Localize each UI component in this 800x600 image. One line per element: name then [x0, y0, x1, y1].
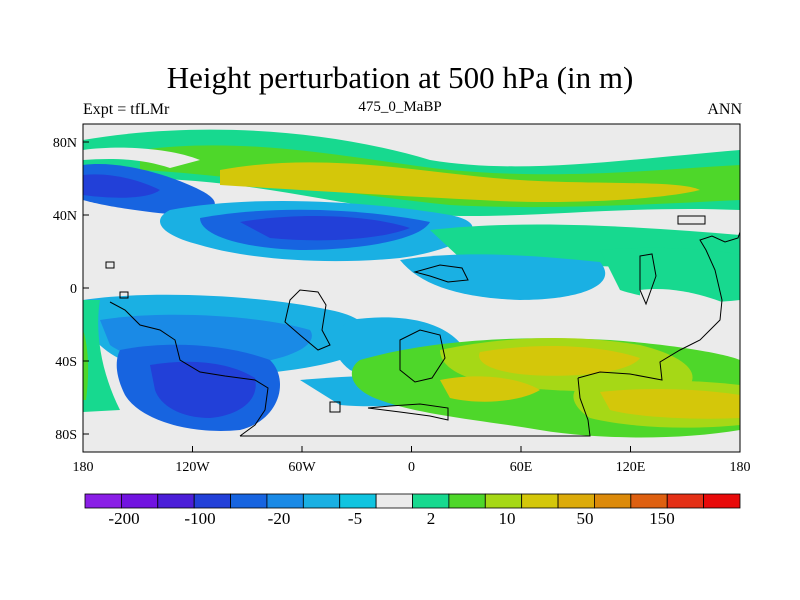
colorbar-label: 10: [499, 509, 516, 528]
colorbar-swatch: [448, 493, 486, 509]
colorbar-swatch: [375, 493, 413, 509]
colorbar-label: -100: [184, 509, 215, 528]
colorbar-swatch: [157, 493, 195, 509]
colorbar-label: -200: [108, 509, 139, 528]
colorbar-swatch: [302, 493, 341, 509]
y-tick-label: 40S: [55, 355, 77, 370]
period-label: 475_0_MaBP: [358, 99, 442, 115]
colorbar-swatch: [120, 493, 159, 509]
colorbar-swatch: [521, 493, 559, 509]
tick-marks: [82, 141, 741, 452]
colorbar-swatch: [193, 493, 231, 509]
colorbar-swatch: [484, 493, 523, 509]
colorbar-label: -20: [268, 509, 291, 528]
colorbar-swatch: [594, 493, 632, 509]
y-tick-label: 80S: [55, 428, 77, 443]
coastlines: [105, 215, 740, 437]
x-tick-label: 60E: [510, 460, 533, 475]
colorbar-swatch: [84, 493, 122, 509]
colorbar-swatch: [557, 493, 595, 509]
colorbar-swatch: [339, 493, 377, 509]
x-tick-label: 120W: [175, 460, 210, 475]
x-tick-label: 120E: [616, 460, 646, 475]
colorbar-label: -5: [348, 509, 362, 528]
colorbar-label: 150: [649, 509, 675, 528]
colorbar-swatch: [230, 493, 268, 509]
y-tick-label: 0: [70, 282, 77, 297]
y-tick-label: 80N: [53, 136, 77, 151]
experiment-label: Expt = tfLMr: [83, 101, 170, 118]
colorbar-swatch: [703, 493, 741, 509]
x-tick-label: 0: [408, 460, 415, 475]
colorbar-swatch: [412, 493, 450, 509]
colorbar: [84, 493, 741, 509]
y-tick-label: 40N: [53, 209, 77, 224]
colorbar-label: 2: [427, 509, 436, 528]
chart-title: Height perturbation at 500 hPa (in m): [166, 60, 634, 95]
x-tick-label: 60W: [288, 460, 316, 475]
x-tick-label: 180: [730, 460, 751, 475]
colorbar-label: 50: [577, 509, 594, 528]
colorbar-swatch: [630, 493, 668, 509]
colorbar-swatch: [666, 493, 705, 509]
colorbar-swatch: [266, 493, 304, 509]
season-label: ANN: [707, 101, 742, 118]
x-tick-label: 180: [73, 460, 94, 475]
contour-field: [83, 124, 740, 452]
